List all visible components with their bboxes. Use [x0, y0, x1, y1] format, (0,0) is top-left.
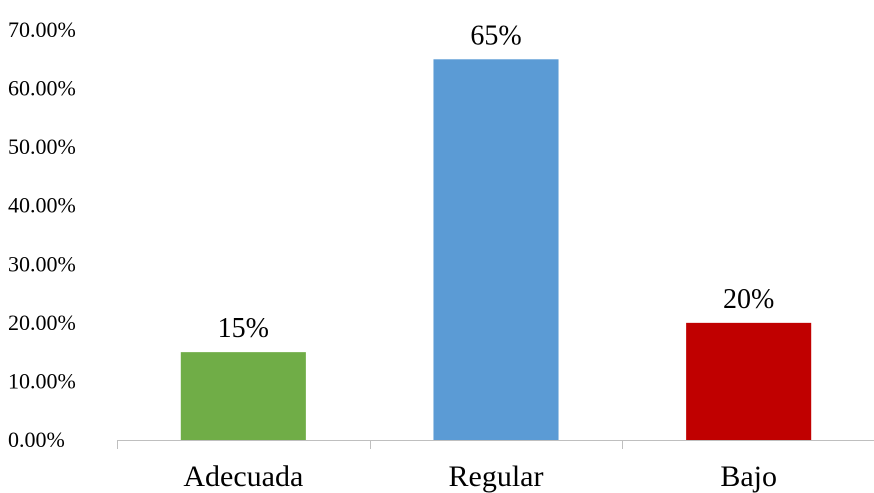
bar-adecuada [180, 352, 306, 440]
y-tick-label: 50.00% [8, 134, 76, 159]
y-tick-label: 40.00% [8, 193, 76, 218]
bars [180, 59, 812, 441]
data-label: 65% [470, 20, 521, 51]
data-label: 20% [723, 284, 774, 315]
x-tick-label: Adecuada [183, 460, 303, 493]
bar-bajo [686, 322, 812, 440]
y-tick-label: 20.00% [8, 310, 76, 335]
y-tick-label: 30.00% [8, 251, 76, 276]
data-label: 15% [218, 313, 269, 344]
y-axis-ticks: 0.00% 10.00% 20.00% 30.00% 40.00% 50.00% 60.00… [8, 17, 76, 452]
bar-regular [433, 59, 559, 441]
x-tick-label: Bajo [720, 460, 777, 493]
y-tick-label: 60.00% [8, 76, 76, 101]
data-labels: 15% 65% 20% [218, 20, 775, 344]
category-labels: Adecuada Regular Bajo [183, 460, 777, 493]
x-tick-label: Regular [449, 460, 544, 493]
x-axis [117, 440, 874, 449]
y-tick-label: 0.00% [8, 427, 65, 452]
y-tick-label: 10.00% [8, 368, 76, 393]
y-tick-label: 70.00% [8, 17, 76, 42]
